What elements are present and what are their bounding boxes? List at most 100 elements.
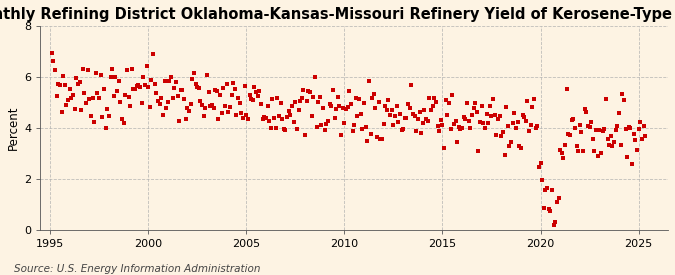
Point <box>115 100 126 104</box>
Point <box>321 122 332 127</box>
Point <box>138 75 148 79</box>
Point <box>84 97 95 101</box>
Point <box>416 131 427 136</box>
Point <box>313 100 323 104</box>
Point <box>589 149 600 153</box>
Point <box>210 88 221 92</box>
Point <box>79 91 90 95</box>
Point <box>196 103 207 107</box>
Point <box>252 94 263 99</box>
Point <box>287 103 298 108</box>
Point <box>248 98 259 102</box>
Point <box>508 121 518 125</box>
Point <box>59 83 70 88</box>
Point <box>156 96 167 101</box>
Point <box>381 108 392 112</box>
Point <box>341 107 352 111</box>
Point <box>574 123 585 127</box>
Point <box>378 122 389 127</box>
Point <box>335 133 346 137</box>
Point <box>578 149 589 153</box>
Point <box>463 119 474 123</box>
Point <box>151 91 162 95</box>
Point <box>262 103 273 108</box>
Point <box>169 86 180 91</box>
Point <box>602 136 613 141</box>
Point <box>265 126 276 130</box>
Point <box>296 96 307 100</box>
Point <box>264 119 275 123</box>
Point <box>564 133 575 138</box>
Point <box>179 97 190 101</box>
Point <box>475 120 485 124</box>
Point <box>447 93 458 97</box>
Point <box>572 148 583 153</box>
Point <box>460 117 470 121</box>
Point <box>388 123 399 127</box>
Point <box>610 128 621 133</box>
Point <box>221 82 232 86</box>
Point <box>440 98 451 103</box>
Point <box>316 122 327 127</box>
Point <box>159 79 170 83</box>
Point <box>134 85 145 89</box>
Point <box>442 113 453 117</box>
Point <box>522 99 533 103</box>
Point <box>329 116 340 120</box>
Point <box>439 146 450 150</box>
Point <box>225 104 236 109</box>
Point <box>633 127 644 131</box>
Point <box>113 79 124 83</box>
Point <box>531 126 541 130</box>
Point <box>398 127 408 131</box>
Point <box>74 80 85 85</box>
Point <box>187 76 198 81</box>
Point <box>400 116 410 120</box>
Point <box>133 83 144 87</box>
Point <box>409 114 420 118</box>
Point <box>485 104 495 108</box>
Point <box>443 101 454 105</box>
Point <box>547 188 558 192</box>
Point <box>519 115 530 119</box>
Point <box>365 132 376 136</box>
Point <box>148 52 159 56</box>
Point <box>110 75 121 79</box>
Point <box>143 85 154 89</box>
Point <box>68 92 78 97</box>
Point <box>562 87 572 92</box>
Point <box>261 116 271 120</box>
Point <box>306 114 317 118</box>
Point <box>172 94 183 98</box>
Point <box>346 102 356 106</box>
Point <box>628 132 639 136</box>
Point <box>625 125 636 130</box>
Point <box>51 94 62 98</box>
Point <box>272 95 283 100</box>
Point <box>149 82 160 86</box>
Text: Source: U.S. Energy Information Administration: Source: U.S. Energy Information Administ… <box>14 264 260 274</box>
Point <box>372 135 383 139</box>
Point <box>146 78 157 82</box>
Point <box>63 97 74 102</box>
Point <box>310 75 321 79</box>
Point <box>412 117 423 121</box>
Point <box>437 123 448 128</box>
Point <box>56 110 67 114</box>
Point <box>615 142 626 147</box>
Point <box>479 126 490 131</box>
Point <box>373 100 384 104</box>
Point <box>595 151 606 155</box>
Point <box>126 67 137 71</box>
Point <box>618 98 629 103</box>
Point <box>494 113 505 118</box>
Point <box>539 206 549 210</box>
Point <box>393 120 404 125</box>
Point <box>208 106 219 110</box>
Point <box>431 99 441 104</box>
Point <box>362 139 373 144</box>
Point <box>385 113 396 117</box>
Point <box>308 94 319 99</box>
Point <box>392 104 402 109</box>
Point <box>450 118 461 123</box>
